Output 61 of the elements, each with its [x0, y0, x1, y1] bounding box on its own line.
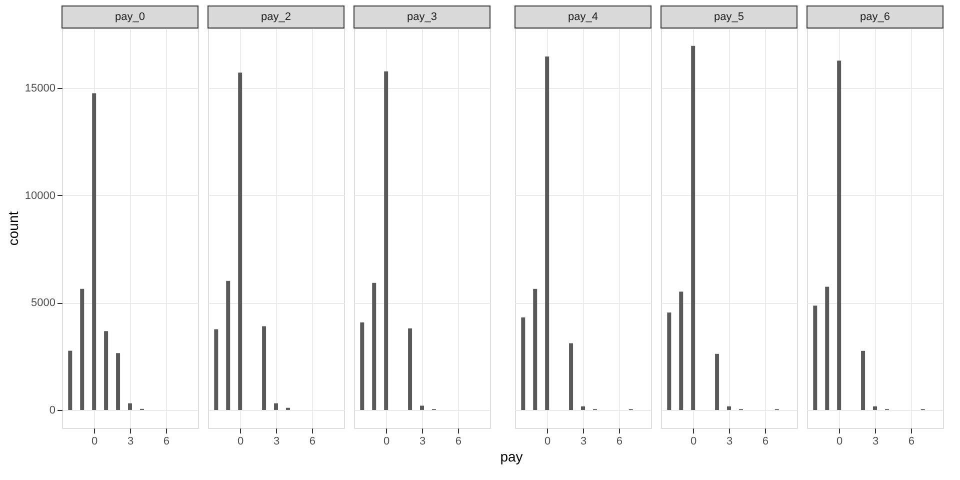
- chart-title: pay_5: [714, 11, 744, 23]
- y-tick-label: 5000: [31, 297, 56, 310]
- chart-title: pay_2: [261, 11, 291, 23]
- x-tick-label: 0: [836, 436, 843, 448]
- x-tick-label: 6: [455, 436, 462, 448]
- bar: [128, 403, 132, 410]
- bar: [92, 93, 96, 410]
- x-tick-label: 6: [616, 436, 622, 448]
- x-tick-label: 6: [908, 436, 914, 448]
- y-tick-label: 15000: [24, 82, 56, 94]
- bar: [104, 331, 108, 410]
- chart-title: pay_4: [568, 11, 598, 23]
- bar: [715, 354, 720, 410]
- x-tick-label: 3: [273, 436, 280, 448]
- x-tick-label: 3: [127, 436, 134, 448]
- chart-title: pay_0: [115, 11, 145, 23]
- bar: [861, 350, 866, 410]
- bar: [408, 328, 412, 410]
- bar: [533, 288, 538, 410]
- bar: [68, 350, 72, 410]
- x-tick-label: 0: [92, 436, 98, 448]
- x-tick-label: 0: [384, 436, 390, 448]
- bar: [262, 326, 266, 410]
- x-tick-label: 3: [726, 436, 733, 448]
- chart-title: pay_6: [860, 11, 890, 23]
- bar: [813, 306, 818, 410]
- bar: [238, 72, 242, 410]
- chart-title: pay_3: [407, 11, 437, 23]
- bar: [384, 71, 388, 410]
- bar: [274, 403, 278, 410]
- bar: [226, 280, 230, 410]
- bar: [667, 312, 672, 410]
- bar: [727, 406, 731, 410]
- y-tick-label: 0: [49, 404, 56, 416]
- x-axis-title: pay: [500, 448, 523, 464]
- x-tick-label: 3: [872, 436, 879, 448]
- bar: [360, 322, 364, 410]
- bar: [545, 56, 550, 410]
- bar: [825, 286, 830, 410]
- x-tick-label: 3: [419, 436, 426, 448]
- bar: [116, 353, 120, 410]
- y-tick-label: 10000: [24, 190, 56, 202]
- y-axis-title: count: [4, 211, 21, 246]
- bar: [521, 317, 526, 410]
- bar: [214, 329, 218, 410]
- x-tick-label: 0: [690, 436, 697, 448]
- bar: [569, 343, 574, 410]
- bar: [837, 60, 842, 410]
- bar: [372, 282, 376, 410]
- x-tick-label: 6: [309, 436, 316, 448]
- x-tick-label: 0: [544, 436, 551, 448]
- x-tick-label: 3: [580, 436, 587, 448]
- bar: [581, 406, 585, 410]
- bar: [80, 288, 84, 410]
- bar: [873, 406, 877, 410]
- bar: [679, 292, 684, 410]
- x-tick-label: 6: [163, 436, 170, 448]
- bar: [691, 46, 696, 410]
- x-tick-label: 6: [762, 436, 768, 448]
- bar: [420, 406, 424, 410]
- x-tick-label: 0: [238, 436, 244, 448]
